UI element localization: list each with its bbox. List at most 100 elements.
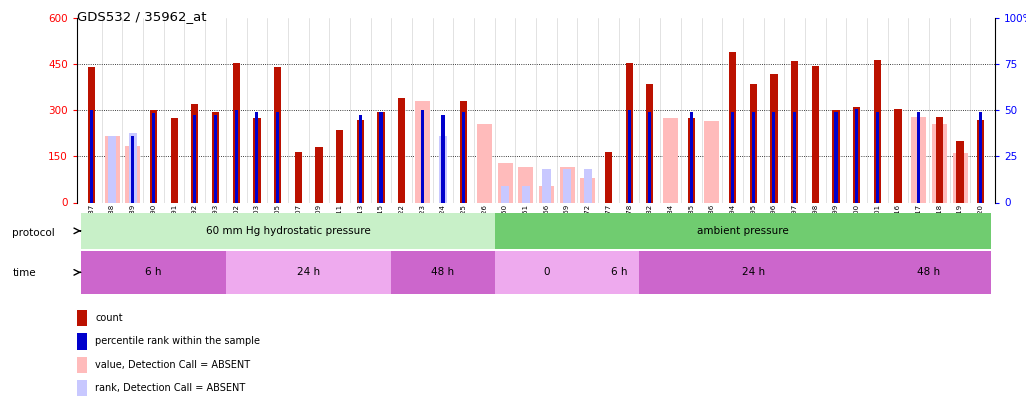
Bar [105, 136, 120, 202]
Bar [605, 152, 613, 202]
Text: rank, Detection Call = ABSENT: rank, Detection Call = ABSENT [95, 384, 245, 393]
Bar [460, 101, 467, 202]
Bar [791, 61, 798, 202]
Bar [108, 136, 116, 202]
Bar [876, 112, 879, 202]
Bar [398, 98, 405, 202]
Bar [952, 153, 968, 202]
Bar [415, 101, 430, 202]
Bar [125, 146, 141, 202]
Bar [193, 115, 196, 202]
Bar [128, 133, 136, 202]
Bar [874, 60, 881, 202]
Text: percentile rank within the sample: percentile rank within the sample [95, 337, 261, 346]
Text: 6 h: 6 h [146, 267, 162, 277]
Bar [911, 117, 926, 202]
Bar [731, 112, 735, 202]
Bar [812, 66, 819, 202]
Bar [90, 110, 93, 202]
Bar [477, 124, 491, 202]
Bar [705, 121, 719, 202]
Bar [378, 112, 385, 202]
Bar [917, 112, 920, 202]
Bar [214, 115, 218, 202]
Bar [648, 112, 652, 202]
Bar [977, 119, 984, 202]
Text: time: time [12, 269, 36, 278]
Bar [391, 251, 495, 294]
Bar [979, 112, 982, 202]
Bar [752, 112, 755, 202]
Bar [233, 63, 240, 202]
Bar [495, 251, 598, 294]
Text: ambient pressure: ambient pressure [697, 226, 789, 236]
Text: 6 h: 6 h [610, 267, 627, 277]
Bar [521, 185, 529, 202]
Bar [689, 112, 693, 202]
Bar [170, 118, 177, 202]
Bar [276, 112, 279, 202]
Bar [628, 110, 631, 202]
Bar [235, 110, 238, 202]
Bar [867, 251, 991, 294]
Bar [495, 213, 991, 249]
Bar [832, 110, 839, 202]
Bar [462, 112, 465, 202]
Bar [441, 115, 444, 202]
Bar [191, 104, 198, 202]
Bar [728, 52, 737, 202]
Text: 60 mm Hg hydrostatic pressure: 60 mm Hg hydrostatic pressure [205, 226, 370, 236]
Text: 24 h: 24 h [742, 267, 764, 277]
Bar [646, 84, 654, 202]
Bar [226, 251, 391, 294]
Text: protocol: protocol [12, 228, 55, 238]
Bar [584, 169, 592, 202]
Bar [498, 162, 513, 202]
Text: value, Detection Call = ABSENT: value, Detection Call = ABSENT [95, 360, 250, 370]
Bar [771, 73, 778, 202]
Bar [152, 113, 155, 202]
Bar [255, 112, 259, 202]
Bar [518, 167, 534, 202]
Bar [81, 213, 495, 249]
Bar [150, 110, 157, 202]
Bar [895, 109, 902, 202]
Bar [421, 110, 424, 202]
Bar [359, 115, 362, 202]
Bar [315, 147, 322, 202]
Bar [626, 63, 633, 202]
Bar [956, 141, 963, 202]
Text: count: count [95, 313, 123, 323]
Bar [639, 251, 867, 294]
Bar [380, 112, 383, 202]
Bar [581, 178, 595, 202]
Bar [539, 185, 554, 202]
Bar [936, 117, 943, 202]
Text: 48 h: 48 h [432, 267, 455, 277]
Text: 48 h: 48 h [917, 267, 941, 277]
Bar [294, 152, 302, 202]
Bar [212, 112, 220, 202]
Bar [357, 119, 364, 202]
Bar [81, 251, 226, 294]
Bar [543, 169, 551, 202]
Bar [501, 185, 509, 202]
Text: 0: 0 [543, 267, 550, 277]
Bar [773, 112, 776, 202]
Bar [834, 112, 837, 202]
Bar [855, 109, 858, 202]
Bar [559, 167, 575, 202]
Bar [563, 169, 571, 202]
Bar [274, 67, 281, 202]
Bar [88, 67, 95, 202]
Bar [793, 112, 796, 202]
Bar [932, 124, 947, 202]
Bar [663, 118, 678, 202]
Bar [439, 136, 447, 202]
Bar [750, 84, 757, 202]
Bar [687, 118, 695, 202]
Bar [131, 136, 134, 202]
Text: GDS532 / 35962_at: GDS532 / 35962_at [77, 10, 206, 23]
Bar [253, 118, 261, 202]
Bar [336, 130, 344, 202]
